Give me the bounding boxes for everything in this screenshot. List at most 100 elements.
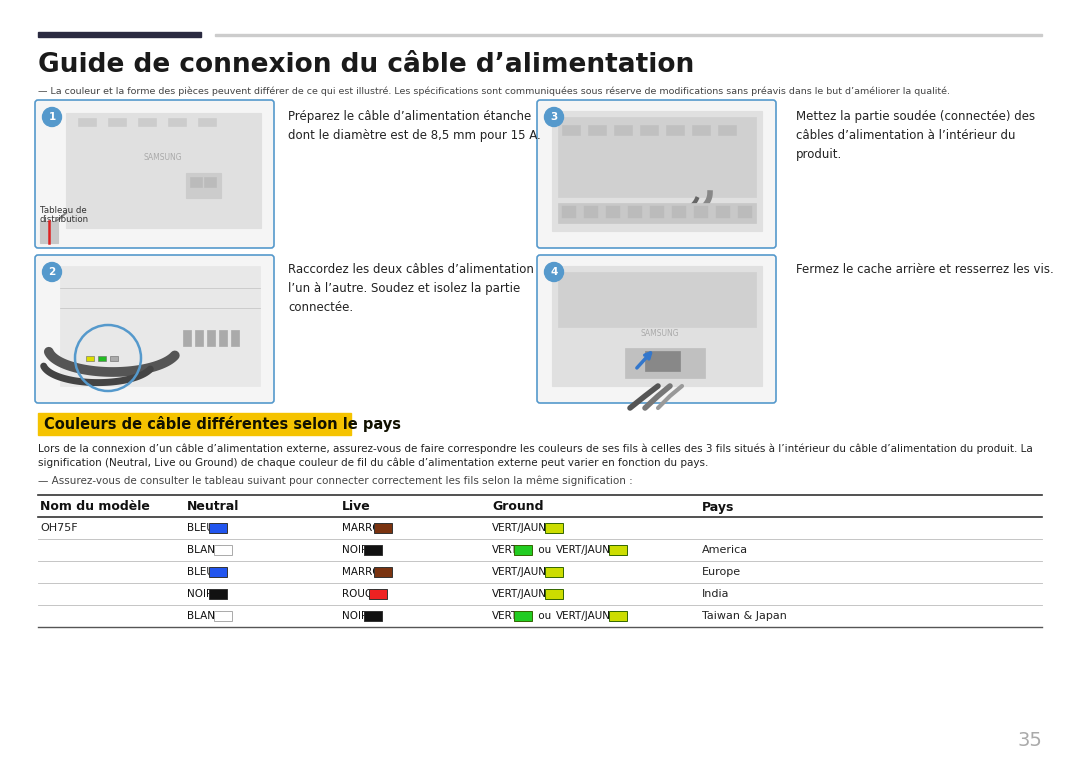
Bar bbox=[214, 545, 232, 555]
Bar bbox=[627, 206, 642, 218]
Text: Live: Live bbox=[342, 501, 370, 513]
Text: VERT: VERT bbox=[492, 611, 518, 621]
Bar bbox=[694, 206, 708, 218]
Text: India: India bbox=[702, 589, 729, 599]
Bar bbox=[514, 545, 531, 555]
Bar bbox=[545, 567, 563, 577]
Circle shape bbox=[42, 108, 62, 127]
Text: 4: 4 bbox=[551, 267, 557, 277]
Bar bbox=[60, 266, 260, 386]
Bar bbox=[650, 206, 664, 218]
Bar bbox=[374, 523, 392, 533]
Bar bbox=[208, 567, 227, 577]
Circle shape bbox=[544, 262, 564, 282]
Bar bbox=[645, 351, 680, 371]
Text: 3: 3 bbox=[551, 112, 557, 122]
Bar bbox=[738, 206, 752, 218]
Text: — Assurez-vous de consulter le tableau suivant pour connecter correctement les f: — Assurez-vous de consulter le tableau s… bbox=[38, 475, 633, 485]
Bar bbox=[609, 611, 626, 621]
Text: Couleurs de câble différentes selon le pays: Couleurs de câble différentes selon le p… bbox=[44, 416, 401, 432]
Text: Neutral: Neutral bbox=[187, 501, 240, 513]
Text: Lors de la connexion d’un câble d’alimentation externe, assurez-vous de faire co: Lors de la connexion d’un câble d’alimen… bbox=[38, 443, 1032, 453]
Bar bbox=[562, 125, 580, 135]
Bar bbox=[545, 523, 563, 533]
Text: VERT/JAUNE: VERT/JAUNE bbox=[492, 523, 554, 533]
Bar bbox=[558, 272, 756, 327]
Text: BLEU: BLEU bbox=[187, 567, 214, 577]
Bar bbox=[108, 118, 126, 126]
Bar bbox=[98, 356, 106, 361]
Text: VERT/JAUNE: VERT/JAUNE bbox=[555, 545, 617, 555]
Bar bbox=[558, 203, 756, 223]
Bar bbox=[672, 206, 686, 218]
Text: NOIR: NOIR bbox=[187, 589, 213, 599]
FancyBboxPatch shape bbox=[537, 255, 777, 403]
Text: Préparez le câble d’alimentation étanche
dont le diamètre est de 8,5 mm pour 15 : Préparez le câble d’alimentation étanche… bbox=[288, 110, 541, 142]
Text: VERT: VERT bbox=[492, 545, 518, 555]
Bar bbox=[374, 567, 392, 577]
Text: 35: 35 bbox=[1017, 730, 1042, 749]
Text: NOIR: NOIR bbox=[342, 545, 368, 555]
Bar bbox=[195, 330, 203, 346]
Bar bbox=[190, 177, 202, 187]
Text: Pays: Pays bbox=[702, 501, 734, 513]
Bar bbox=[86, 356, 94, 361]
Bar bbox=[562, 206, 576, 218]
Text: MARRON: MARRON bbox=[342, 523, 388, 533]
Bar bbox=[666, 125, 684, 135]
Bar bbox=[183, 330, 191, 346]
Text: 2: 2 bbox=[49, 267, 56, 277]
Text: SAMSUNG: SAMSUNG bbox=[144, 153, 183, 163]
Bar bbox=[138, 118, 156, 126]
Circle shape bbox=[544, 108, 564, 127]
Text: Taiwan & Japan: Taiwan & Japan bbox=[702, 611, 787, 621]
Bar bbox=[66, 113, 261, 228]
Text: VERT/JAUNE: VERT/JAUNE bbox=[492, 589, 554, 599]
Bar bbox=[215, 34, 1042, 36]
Bar bbox=[718, 125, 735, 135]
Bar bbox=[588, 125, 606, 135]
Bar bbox=[231, 330, 239, 346]
Text: Fermez le cache arrière et resserrez les vis.: Fermez le cache arrière et resserrez les… bbox=[796, 263, 1054, 276]
FancyBboxPatch shape bbox=[537, 100, 777, 248]
Bar bbox=[552, 111, 762, 231]
Text: America: America bbox=[702, 545, 748, 555]
Bar bbox=[716, 206, 730, 218]
Bar bbox=[615, 125, 632, 135]
Bar bbox=[364, 545, 382, 555]
Bar bbox=[110, 356, 118, 361]
Bar bbox=[214, 611, 232, 621]
Text: Europe: Europe bbox=[702, 567, 741, 577]
Bar bbox=[369, 589, 387, 599]
Text: 1: 1 bbox=[49, 112, 56, 122]
Text: Mettez la partie soudée (connectée) des
câbles d’alimentation à l’intérieur du
p: Mettez la partie soudée (connectée) des … bbox=[796, 110, 1035, 161]
Bar bbox=[552, 266, 762, 386]
Bar bbox=[545, 589, 563, 599]
Bar bbox=[207, 330, 215, 346]
Text: Guide de connexion du câble d’alimentation: Guide de connexion du câble d’alimentati… bbox=[38, 52, 694, 78]
FancyBboxPatch shape bbox=[35, 100, 274, 248]
Bar bbox=[38, 413, 351, 435]
Bar bbox=[208, 589, 227, 599]
Text: OH75F: OH75F bbox=[40, 523, 78, 533]
Bar bbox=[514, 611, 531, 621]
Circle shape bbox=[42, 262, 62, 282]
Text: Nom du modèle: Nom du modèle bbox=[40, 501, 150, 513]
Bar bbox=[198, 118, 216, 126]
Text: VERT/JAUNE: VERT/JAUNE bbox=[555, 611, 617, 621]
Bar bbox=[584, 206, 598, 218]
Bar bbox=[186, 173, 221, 198]
Bar bbox=[625, 348, 705, 378]
Text: NOIR: NOIR bbox=[342, 611, 368, 621]
Bar bbox=[609, 545, 626, 555]
Text: SAMSUNG: SAMSUNG bbox=[640, 329, 679, 337]
Bar bbox=[38, 32, 201, 37]
FancyBboxPatch shape bbox=[35, 255, 274, 403]
Bar bbox=[364, 611, 382, 621]
Bar bbox=[640, 125, 658, 135]
Bar bbox=[40, 221, 58, 243]
Text: Ground: Ground bbox=[492, 501, 543, 513]
Text: ou: ou bbox=[535, 545, 554, 555]
Text: — La couleur et la forme des pièces peuvent différer de ce qui est illustré. Les: — La couleur et la forme des pièces peuv… bbox=[38, 86, 950, 95]
Bar bbox=[606, 206, 620, 218]
